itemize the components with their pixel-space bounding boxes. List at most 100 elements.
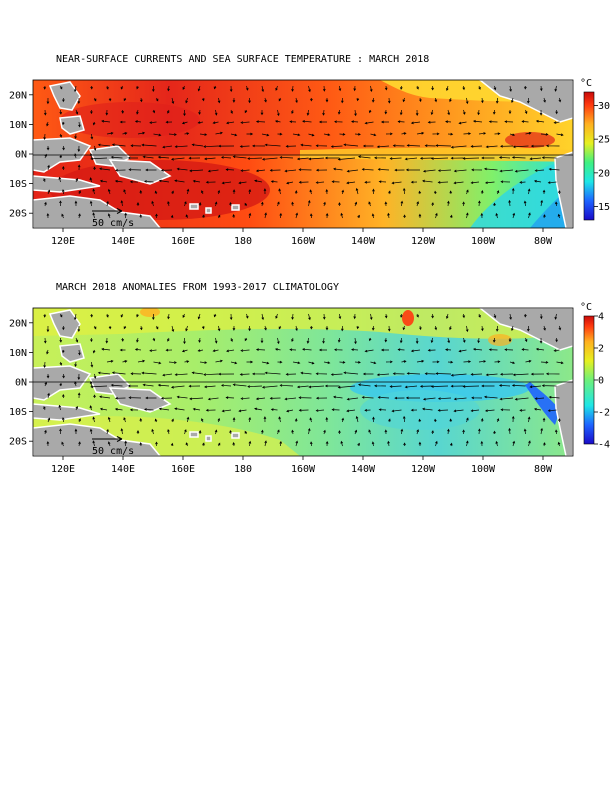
current-vector <box>510 97 514 103</box>
current-vector <box>406 372 421 375</box>
current-vector <box>416 313 419 318</box>
current-vector <box>89 177 93 183</box>
current-vector <box>277 337 280 345</box>
current-vector <box>225 396 235 399</box>
y-tick-label: 20N <box>9 90 27 101</box>
current-vector <box>384 109 388 115</box>
current-vector <box>346 397 359 401</box>
current-vector <box>130 372 142 376</box>
x-tick-label: 160W <box>291 236 316 247</box>
colorbar-tick-label: 30 <box>598 101 610 112</box>
current-vector <box>73 85 77 93</box>
current-vector <box>61 213 64 219</box>
current-vector <box>137 359 146 363</box>
current-vector <box>44 429 47 435</box>
current-vector <box>155 213 158 218</box>
current-vector <box>93 325 97 330</box>
current-vector <box>357 155 371 159</box>
current-vector <box>322 313 326 320</box>
current-vector <box>185 214 189 219</box>
current-vector <box>230 133 238 137</box>
current-vector <box>203 145 219 148</box>
current-vector <box>530 144 545 148</box>
current-vector <box>431 430 435 435</box>
current-vector <box>481 97 484 104</box>
current-vector <box>160 396 173 400</box>
current-vector <box>509 133 516 137</box>
current-vector <box>355 187 359 195</box>
current-vector <box>463 132 472 135</box>
current-vector <box>306 109 310 116</box>
current-vector <box>392 144 405 148</box>
current-vector <box>158 407 170 411</box>
current-vector <box>325 440 329 447</box>
current-vector <box>492 109 496 115</box>
current-vector <box>558 97 562 103</box>
current-vector <box>108 97 112 102</box>
current-vector <box>110 155 123 159</box>
current-vector <box>535 119 545 123</box>
current-vector <box>372 416 375 422</box>
current-vector <box>197 349 204 352</box>
current-vector <box>315 168 328 172</box>
current-vector <box>43 109 47 116</box>
x-tick-label: 180 <box>234 464 252 475</box>
current-vector <box>232 383 247 387</box>
current-vector <box>511 156 526 159</box>
current-vector <box>182 85 186 90</box>
current-vector <box>380 120 389 124</box>
current-vector <box>416 131 425 135</box>
current-vector <box>300 371 312 375</box>
current-vector <box>431 313 435 319</box>
current-vector <box>472 119 483 123</box>
current-vector <box>368 429 371 435</box>
current-vector <box>154 190 158 195</box>
current-vector <box>152 109 156 114</box>
current-vector <box>493 202 496 206</box>
current-vector <box>368 109 372 114</box>
current-vector <box>170 157 185 161</box>
current-vector <box>380 348 389 352</box>
current-vector <box>189 169 204 173</box>
current-vector <box>107 213 111 219</box>
current-vector <box>59 337 63 343</box>
current-vector <box>388 418 391 423</box>
current-vector <box>397 348 405 351</box>
current-vector <box>77 164 81 171</box>
current-vector <box>160 168 173 172</box>
current-vector <box>498 156 511 159</box>
current-vector <box>362 144 374 148</box>
current-vector <box>402 415 406 423</box>
current-vector <box>548 395 560 399</box>
current-vector <box>99 167 111 171</box>
current-vector <box>325 212 329 219</box>
current-vector <box>389 385 402 388</box>
current-vector <box>77 325 81 333</box>
sst-panel-title: NEAR-SURFACE CURRENTS AND SEA SURFACE TE… <box>56 54 430 65</box>
current-vector <box>364 408 371 412</box>
current-vector <box>43 313 47 318</box>
current-vector <box>270 408 278 411</box>
current-vector <box>202 214 205 219</box>
current-vector <box>370 361 377 365</box>
current-vector <box>295 97 298 104</box>
x-tick-label: 100W <box>471 236 496 247</box>
current-vector <box>300 143 312 147</box>
current-vector <box>512 440 516 447</box>
current-vector <box>399 337 403 344</box>
current-vector <box>214 109 218 116</box>
current-vector <box>343 371 359 375</box>
current-vector <box>115 396 126 400</box>
current-vector <box>89 428 93 435</box>
current-vector <box>437 181 449 184</box>
current-vector <box>136 430 140 434</box>
current-vector <box>330 373 343 376</box>
current-vector <box>184 429 187 435</box>
current-vector <box>274 120 281 123</box>
current-vector <box>201 190 204 195</box>
current-vector <box>217 442 221 447</box>
current-vector <box>346 169 359 173</box>
current-vector <box>197 313 201 320</box>
current-vector <box>137 131 146 135</box>
current-vector <box>318 120 327 124</box>
